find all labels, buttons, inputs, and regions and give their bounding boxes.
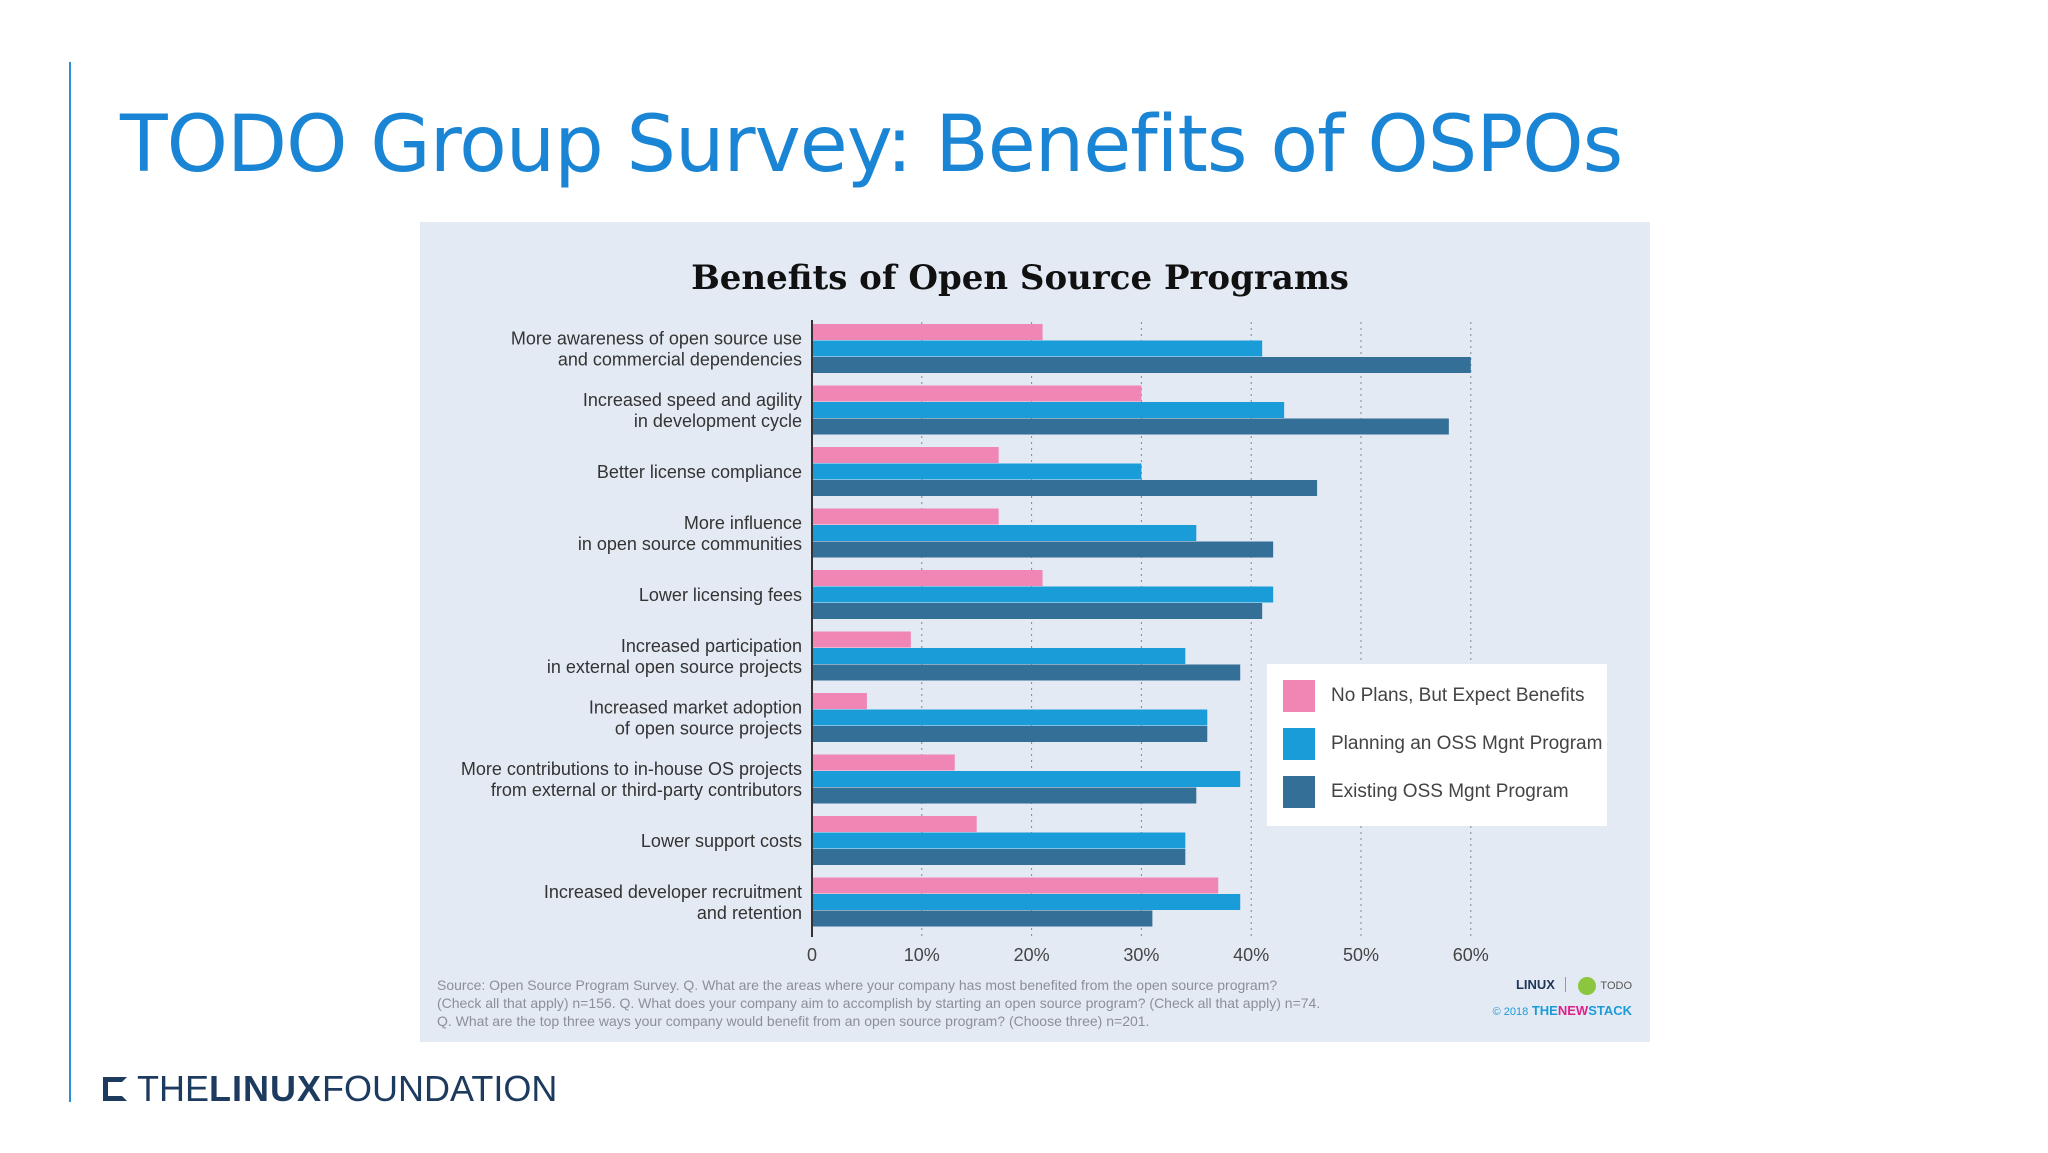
category-label: More awareness of open source use <box>511 328 802 348</box>
bar <box>812 910 1153 927</box>
bar <box>812 324 1043 340</box>
x-tick-label: 50% <box>1343 945 1379 965</box>
bar <box>812 648 1186 664</box>
bar <box>812 418 1449 435</box>
bar <box>812 754 955 771</box>
linux-foundation-small-logo: LINUX <box>1516 977 1566 992</box>
x-tick-label: 0 <box>807 945 817 965</box>
bar <box>812 693 867 709</box>
bar <box>812 385 1142 402</box>
publisher-logos: LINUX TODO © 2018 THENEWSTACK <box>1493 976 1632 1018</box>
category-label: in development cycle <box>634 411 802 431</box>
legend: No Plans, But Expect Benefits Planning a… <box>1267 664 1607 826</box>
category-label: Lower support costs <box>641 831 802 851</box>
linux-foundation-logo: THE LINUX FOUNDATION <box>103 1068 557 1110</box>
slide-title: TODO Group Survey: Benefits of OSPOs <box>120 100 1623 190</box>
category-label: and commercial dependencies <box>558 349 802 369</box>
legend-item: Planning an OSS Mgnt Program <box>1283 728 1602 760</box>
category-label: Increased speed and agility <box>583 390 802 410</box>
newstack-new: NEW <box>1557 1003 1589 1019</box>
legend-label: Existing OSS Mgnt Program <box>1331 781 1569 802</box>
bar <box>812 447 999 463</box>
newstack-stack: STACK <box>1588 1003 1632 1019</box>
todo-icon <box>1578 977 1597 996</box>
bar <box>812 402 1285 418</box>
todo-logo: TODO <box>1578 977 1632 996</box>
copyright: © 2018 <box>1492 1006 1529 1019</box>
todo-text: TODO <box>1600 980 1632 992</box>
legend-swatch <box>1283 728 1315 760</box>
bar <box>812 463 1142 480</box>
bar <box>812 709 1208 726</box>
source-line: (Check all that apply) n=156. Q. What do… <box>437 995 1321 1011</box>
bar <box>812 631 911 648</box>
category-label: Lower licensing fees <box>639 585 802 605</box>
bar <box>812 603 1263 619</box>
legend-label: Planning an OSS Mgnt Program <box>1331 733 1603 754</box>
category-label: from external or third-party contributor… <box>491 780 802 800</box>
bar-chart: 0 10% 20% 30% 40% 50% 60% More awareness of ope… <box>461 320 1489 965</box>
bar <box>812 726 1208 742</box>
category-label: of open source projects <box>615 718 802 738</box>
category-label: in open source communities <box>578 534 802 554</box>
category-label: in external open source projects <box>547 657 802 677</box>
category-label: Better license compliance <box>597 462 802 482</box>
legend-item: Existing OSS Mgnt Program <box>1283 776 1569 808</box>
bar <box>812 787 1197 804</box>
bar <box>812 357 1471 373</box>
bar <box>812 340 1263 357</box>
chart-panel: Benefits of Open Source Programs 0 10% 20%… <box>420 222 1650 1042</box>
bar <box>812 894 1241 910</box>
bar <box>812 832 1186 849</box>
logo-foundation: FOUNDATION <box>322 1068 558 1109</box>
bar <box>812 508 999 525</box>
x-tick-label: 10% <box>904 945 940 965</box>
category-label: and retention <box>697 903 802 923</box>
legend-swatch <box>1283 680 1315 712</box>
bar <box>812 877 1219 894</box>
logo-the: THE <box>137 1068 209 1109</box>
source-line: Source: Open Source Program Survey. Q. W… <box>437 977 1278 993</box>
bar <box>812 771 1241 787</box>
source-note: Source: Open Source Program Survey. Q. W… <box>437 976 1320 1030</box>
bar <box>812 541 1274 558</box>
category-label: Increased developer recruitment <box>544 882 802 902</box>
category-label: Increased market adoption <box>589 697 802 717</box>
legend-swatch <box>1283 776 1315 808</box>
x-tick-label: 20% <box>1014 945 1050 965</box>
bar <box>812 664 1241 681</box>
bar <box>812 570 1043 586</box>
category-label: More contributions to in-house OS projec… <box>461 759 802 779</box>
newstack-logo: © 2018 THENEWSTACK <box>1493 1003 1632 1018</box>
bar <box>812 816 977 832</box>
bar <box>812 480 1318 496</box>
legend-item: No Plans, But Expect Benefits <box>1283 680 1584 712</box>
bar <box>812 525 1197 541</box>
bar <box>812 586 1274 603</box>
linux-foundation-mark-icon <box>103 1077 127 1101</box>
logo-linux: LINUX <box>209 1068 322 1109</box>
x-tick-label: 40% <box>1233 945 1269 965</box>
legend-label: No Plans, But Expect Benefits <box>1331 685 1585 706</box>
x-tick-label: 30% <box>1123 945 1159 965</box>
source-line: Q. What are the top three ways your comp… <box>437 1013 1150 1029</box>
category-label: More influence <box>684 513 802 533</box>
slide-accent-line <box>69 62 71 1102</box>
newstack-the: THE <box>1531 1003 1558 1019</box>
category-label: Increased participation <box>621 636 802 656</box>
bar <box>812 849 1186 865</box>
x-tick-label: 60% <box>1453 945 1489 965</box>
chart-title: Benefits of Open Source Programs <box>691 258 1349 298</box>
